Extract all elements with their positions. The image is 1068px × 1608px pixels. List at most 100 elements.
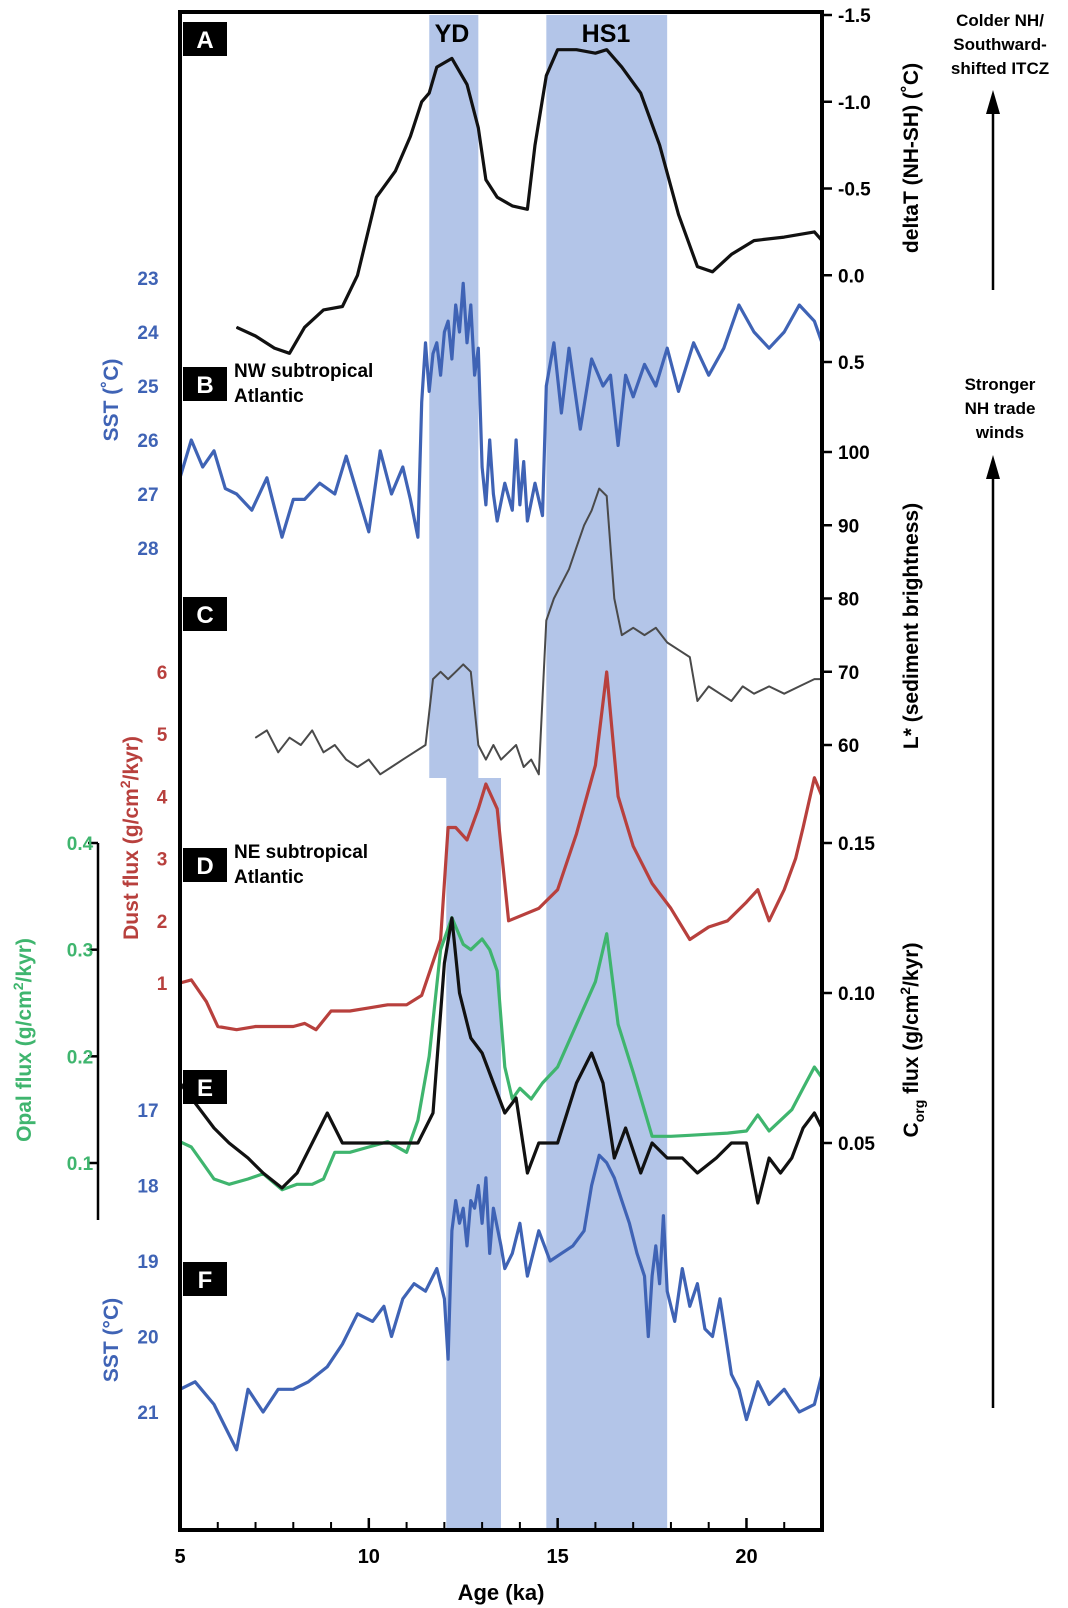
point-sst_nw-5 [236, 493, 238, 495]
axis-title-opal: Opal flux (g/cm2/kyr) [10, 938, 36, 1142]
point-lstar-37 [591, 510, 593, 512]
point-sst_nw-26 [440, 374, 442, 376]
point-sst_ne-9 [307, 1381, 309, 1383]
tick-label-dust-4: 5 [157, 725, 168, 746]
point-dust-30 [632, 845, 634, 847]
point-sst_nw-53 [568, 347, 570, 349]
point-opal-24 [496, 970, 498, 972]
point-deltaT-3 [288, 352, 291, 354]
point-lstar-33 [560, 583, 563, 585]
point-sst_nw-37 [481, 466, 483, 468]
point-lstar-18 [447, 678, 449, 680]
point-opal-26 [511, 1098, 513, 1100]
point-corg-33 [640, 1172, 642, 1174]
point-opal-43 [768, 1130, 770, 1132]
point-deltaT-30 [677, 213, 680, 216]
point-sst_nw-6 [251, 509, 253, 511]
annotation-itcz: Colder NH/Southward-shifted ITCZ [951, 11, 1049, 78]
point-sst_ne-53 [651, 1275, 653, 1277]
point-lstar-38 [598, 488, 600, 490]
point-corg-45 [802, 1127, 804, 1129]
point-lstar-26 [508, 751, 510, 753]
point-sst_ne-15 [390, 1335, 393, 1338]
point-sst_ne-11 [341, 1343, 343, 1345]
tick-label-lstar-2: 80 [838, 590, 859, 611]
axes-layer: -1.5-1.0-0.50.00.52324252627286070809010… [67, 6, 876, 1568]
point-corg-18 [451, 917, 453, 919]
point-sst_ne-20 [443, 1298, 445, 1300]
tick-label-sst_nw-2: 25 [137, 377, 159, 398]
series-line-corg [178, 916, 824, 1205]
point-opal-42 [757, 1114, 759, 1116]
point-sst_ne-10 [326, 1366, 328, 1368]
point-opal-41 [745, 1130, 748, 1132]
point-corg-29 [591, 1052, 593, 1054]
point-corg-34 [651, 1142, 653, 1144]
point-lstar-30 [538, 773, 540, 775]
point-dust-10 [330, 1010, 332, 1012]
point-sst_nw-67 [723, 347, 725, 349]
point-corg-22 [492, 1082, 494, 1084]
point-deltaT-26 [606, 49, 608, 51]
point-lstar-27 [515, 744, 517, 746]
point-lstar-40 [613, 597, 615, 600]
point-opal-32 [594, 981, 597, 983]
point-corg-43 [779, 1172, 782, 1174]
panel-letter-e-text: E [197, 1075, 213, 1102]
point-sst_ne-66 [738, 1388, 740, 1390]
point-sst_ne-31 [485, 1177, 487, 1179]
point-sst_nw-60 [632, 396, 634, 398]
point-dust-19 [466, 839, 468, 841]
panel-letter-f-text: F [198, 1267, 213, 1294]
point-opal-40 [727, 1132, 729, 1134]
point-opal-29 [541, 1082, 544, 1084]
point-sst_nw-44 [515, 439, 517, 441]
point-sst_nw-66 [708, 374, 710, 376]
point-sst_ne-42 [572, 1245, 574, 1247]
point-dust-38 [768, 920, 770, 922]
point-lstar-53 [753, 693, 755, 695]
tick-label-dust-2: 3 [157, 850, 168, 871]
point-deltaT-35 [783, 236, 785, 238]
point-corg-26 [538, 1142, 540, 1144]
point-lstar-19 [455, 671, 457, 673]
point-lstar-0 [254, 737, 257, 739]
tick-label-dust-0: 1 [157, 974, 168, 995]
point-lstar-11 [379, 773, 381, 775]
point-opal-15 [406, 1151, 408, 1153]
point-corg-39 [730, 1142, 733, 1144]
point-deltaT-31 [696, 266, 699, 268]
point-opal-34 [617, 1023, 619, 1025]
tick-label-sst_ne-4: 21 [137, 1403, 159, 1424]
point-lstar-10 [368, 759, 370, 761]
point-sst_nw-22 [424, 342, 427, 344]
point-opal-10 [322, 1178, 325, 1180]
point-corg-13 [375, 1142, 377, 1144]
point-corg-10 [326, 1112, 328, 1114]
point-sst_ne-41 [560, 1252, 563, 1254]
point-lstar-29 [530, 759, 532, 761]
point-lstar-25 [500, 759, 502, 761]
panel-letter-e: E [183, 1070, 227, 1104]
tick-label-sst_ne-1: 18 [137, 1177, 158, 1198]
point-sst_nw-40 [492, 493, 494, 495]
point-sst_nw-71 [783, 331, 785, 333]
point-lstar-54 [768, 685, 770, 688]
point-sst_ne-29 [477, 1184, 479, 1187]
point-dust-13 [387, 1004, 389, 1006]
point-lstar-48 [696, 700, 699, 702]
series-line-sst_nw [178, 281, 824, 539]
point-sst_nw-42 [504, 482, 506, 484]
point-lstar-15 [424, 744, 427, 746]
point-corg-41 [757, 1202, 759, 1204]
point-deltaT-12 [428, 92, 430, 94]
point-sst_nw-62 [655, 385, 657, 387]
point-sst_nw-73 [813, 320, 816, 322]
point-sst_ne-25 [462, 1207, 464, 1209]
point-lstar-4 [300, 744, 302, 746]
panel-letter-a-text: A [196, 27, 213, 54]
tick-label-corg-0: 0.05 [838, 1134, 875, 1155]
point-sst_ne-38 [526, 1275, 529, 1277]
point-dust-34 [708, 926, 710, 928]
point-sst_ne-55 [659, 1283, 661, 1285]
